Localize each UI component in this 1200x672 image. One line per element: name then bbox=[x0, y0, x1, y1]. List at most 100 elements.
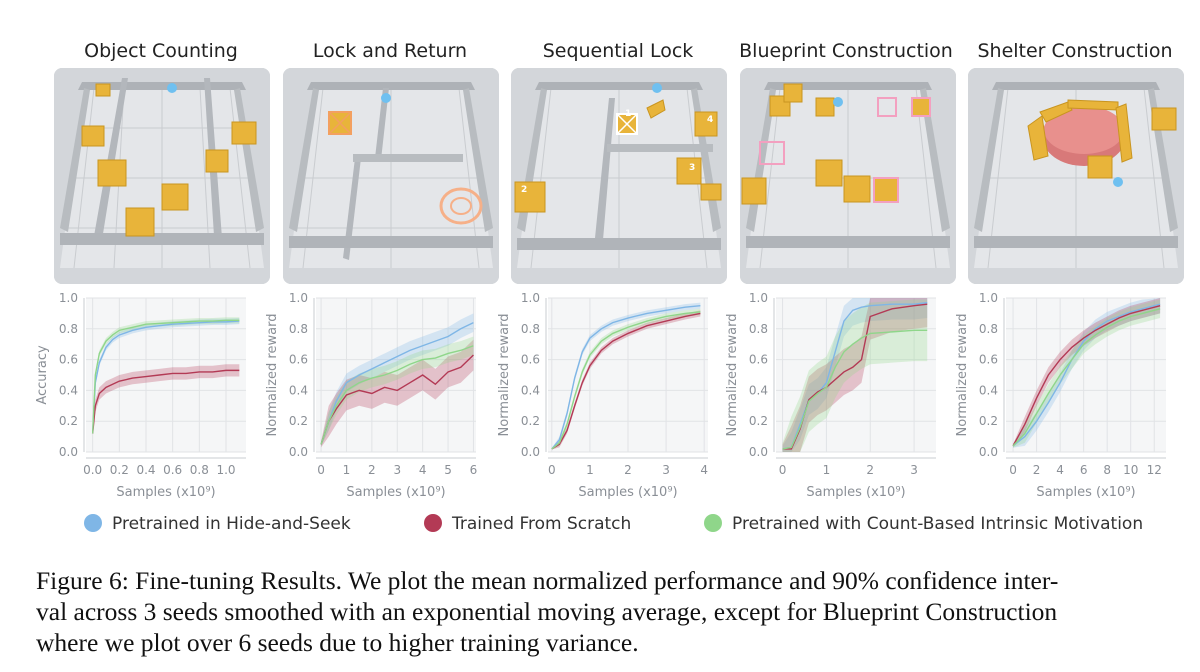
y-tick-label: 0.8 bbox=[59, 322, 78, 336]
x-tick-label: 0.0 bbox=[83, 463, 102, 477]
confidence-band bbox=[92, 364, 240, 435]
scene-sequential-lock: 1 2 3 4 bbox=[511, 68, 727, 284]
x-tick-label: 4 bbox=[700, 463, 708, 477]
series-line bbox=[1012, 303, 1161, 447]
y-tick-label: 0.0 bbox=[521, 445, 540, 459]
confidence-band bbox=[321, 336, 474, 447]
legend-item-from-scratch: Trained From Scratch bbox=[424, 514, 631, 534]
legend-dot-red bbox=[424, 514, 442, 532]
series-line bbox=[782, 301, 928, 450]
x-tick-label: 2 bbox=[368, 463, 376, 477]
legend-label: Pretrained with Count-Based Intrinsic Mo… bbox=[732, 514, 1144, 534]
x-tick-label: 1 bbox=[823, 463, 831, 477]
series-line bbox=[91, 319, 240, 434]
x-axis-label: Samples (x10⁹) bbox=[578, 485, 677, 500]
panel-title-shelter-construction: Shelter Construction bbox=[977, 40, 1173, 62]
x-tick-label: 0 bbox=[317, 463, 325, 477]
x-tick-label: 0 bbox=[1009, 463, 1017, 477]
panel-title-object-counting: Object Counting bbox=[84, 40, 238, 62]
y-axis-label: Accuracy bbox=[35, 345, 50, 405]
y-tick-label: 1.0 bbox=[59, 291, 78, 305]
confidence-band bbox=[782, 298, 928, 452]
x-tick-label: 6 bbox=[470, 463, 478, 477]
y-tick-label: 0.8 bbox=[979, 322, 998, 336]
y-tick-label: 0.8 bbox=[289, 322, 308, 336]
legend-label: Trained From Scratch bbox=[452, 514, 632, 534]
y-tick-label: 0.2 bbox=[749, 414, 768, 428]
x-tick-label: 10 bbox=[1123, 463, 1138, 477]
confidence-band bbox=[321, 313, 474, 447]
x-tick-label: 0 bbox=[548, 463, 556, 477]
y-tick-label: 0.2 bbox=[289, 414, 308, 428]
scene-blueprint-construction bbox=[740, 68, 956, 284]
y-tick-label: 1.0 bbox=[979, 291, 998, 305]
figure-caption: Figure 6: Fine-tuning Results. We plot t… bbox=[36, 565, 1186, 658]
y-tick-label: 0.6 bbox=[979, 353, 998, 367]
x-tick-label: 4 bbox=[419, 463, 427, 477]
panel-title-sequential-lock: Sequential Lock bbox=[542, 40, 694, 62]
y-axis-label: Normalized reward bbox=[265, 314, 280, 437]
y-tick-label: 1.0 bbox=[749, 291, 768, 305]
plot-area bbox=[776, 298, 936, 452]
x-tick-label: 3 bbox=[393, 463, 401, 477]
y-axis-label: Normalized reward bbox=[955, 314, 970, 437]
y-tick-label: 0.0 bbox=[749, 445, 768, 459]
y-tick-label: 0.4 bbox=[289, 383, 308, 397]
chart-sequential-lock: 0.0 0.2 0.4 0.6 0.8 1.0 0 1 2 3 4 Normalized reward… bbox=[497, 291, 708, 500]
x-tick-label: 8 bbox=[1103, 463, 1111, 477]
x-axis-label: Samples (x10⁹) bbox=[116, 485, 215, 500]
y-tick-label: 0.0 bbox=[289, 445, 308, 459]
y-tick-label: 0.6 bbox=[521, 353, 540, 367]
x-tick-label: 2 bbox=[1033, 463, 1041, 477]
y-tick-label: 0.4 bbox=[59, 383, 78, 397]
y-tick-label: 0.4 bbox=[979, 383, 998, 397]
y-axis-label: Normalized reward bbox=[497, 314, 512, 437]
y-tick-label: 1.0 bbox=[521, 291, 540, 305]
x-tick-label: 12 bbox=[1147, 463, 1162, 477]
chart-blueprint-construction: 0.0 0.2 0.4 0.6 0.8 1.0 0 1 2 3 Normalized reward S… bbox=[725, 291, 936, 500]
y-tick-label: 0.6 bbox=[749, 353, 768, 367]
lock-number-3: 3 bbox=[689, 163, 695, 173]
series-line bbox=[91, 320, 240, 434]
legend: Pretrained in Hide-and-Seek Trained From… bbox=[80, 510, 1190, 540]
plot-area bbox=[316, 298, 476, 452]
x-tick-label: 6 bbox=[1080, 463, 1088, 477]
x-tick-label: 2 bbox=[624, 463, 632, 477]
caption-line-3: where we plot over 6 seeds due to higher… bbox=[36, 628, 639, 657]
series-line bbox=[551, 305, 701, 450]
legend-dot-blue bbox=[84, 514, 102, 532]
scene-object-counting bbox=[54, 68, 270, 284]
x-tick-label: 0.4 bbox=[136, 463, 155, 477]
y-tick-label: 0.0 bbox=[979, 445, 998, 459]
lock-number-2: 2 bbox=[521, 185, 527, 195]
series-line bbox=[91, 369, 240, 434]
series-line bbox=[1012, 305, 1161, 447]
caption-line-1: Figure 6: Fine-tuning Results. We plot t… bbox=[36, 566, 1059, 595]
series-line bbox=[782, 329, 928, 450]
legend-label: Pretrained in Hide-and-Seek bbox=[112, 514, 351, 534]
y-tick-label: 0.8 bbox=[521, 322, 540, 336]
y-tick-label: 0.4 bbox=[749, 383, 768, 397]
x-axis-label: Samples (x10⁹) bbox=[346, 485, 445, 500]
x-tick-label: 2 bbox=[866, 463, 874, 477]
y-tick-label: 1.0 bbox=[289, 291, 308, 305]
legend-item-count-based: Pretrained with Count-Based Intrinsic Mo… bbox=[704, 514, 1143, 534]
series-line bbox=[320, 354, 474, 445]
panel-title-blueprint-construction: Blueprint Construction bbox=[739, 40, 953, 62]
chart-object-counting: 0.0 0.2 0.4 0.6 0.8 1.0 0.0 0.2 0.4 0.6 0.8 1.0 Accu… bbox=[35, 291, 246, 500]
panel-title-lock-and-return: Lock and Return bbox=[312, 40, 468, 62]
y-tick-label: 0.0 bbox=[59, 445, 78, 459]
x-tick-label: 5 bbox=[444, 463, 452, 477]
x-tick-label: 0.6 bbox=[163, 463, 182, 477]
y-tick-label: 0.4 bbox=[521, 383, 540, 397]
series-line bbox=[551, 312, 701, 450]
y-tick-label: 0.2 bbox=[521, 414, 540, 428]
confidence-band bbox=[321, 339, 474, 448]
x-tick-label: 1 bbox=[586, 463, 594, 477]
x-axis-label: Samples (x10⁹) bbox=[806, 485, 905, 500]
x-tick-label: 0 bbox=[779, 463, 787, 477]
x-tick-label: 3 bbox=[910, 463, 918, 477]
y-tick-label: 0.6 bbox=[289, 353, 308, 367]
y-tick-label: 0.2 bbox=[59, 414, 78, 428]
y-tick-label: 0.6 bbox=[59, 353, 78, 367]
